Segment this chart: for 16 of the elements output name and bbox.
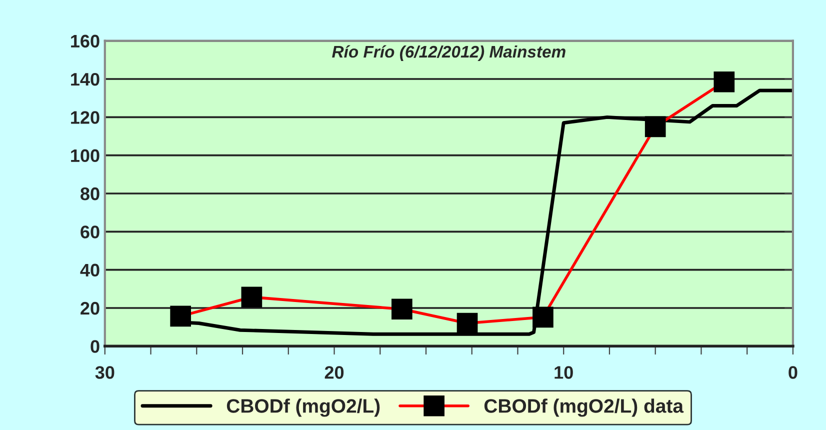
- y-tick-label: 20: [80, 302, 100, 315]
- x-tick-label: 20: [324, 366, 344, 379]
- x-tick-label: 10: [554, 366, 573, 379]
- legend-label: CBODf (mgO2/L): [226, 398, 380, 417]
- y-tick-label: 100: [71, 149, 100, 162]
- y-tick-label: 0: [90, 340, 100, 353]
- y-tick-label: 80: [80, 187, 100, 200]
- chart-title: Río Frío (6/12/2012) Mainstem: [332, 45, 566, 61]
- x-tick-label: 0: [788, 366, 798, 379]
- y-tick-label: 160: [71, 34, 100, 48]
- y-tick-label: 60: [80, 226, 100, 238]
- legend-label: CBODf (mgO2/L) data: [484, 398, 684, 417]
- x-tick-label: 30: [95, 366, 114, 379]
- y-tick-label: 140: [71, 72, 100, 86]
- y-tick-label: 120: [71, 111, 100, 124]
- y-tick-label: 40: [80, 264, 100, 277]
